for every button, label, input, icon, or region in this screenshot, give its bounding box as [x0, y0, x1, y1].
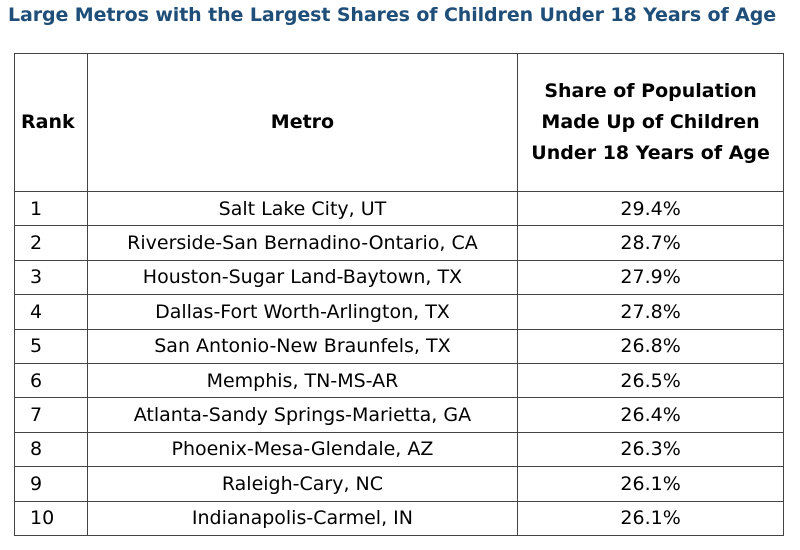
cell-share: 28.7%	[517, 225, 784, 261]
cell-metro: San Antonio-New Braunfels, TX	[86, 328, 519, 364]
cell-rank: 2	[14, 225, 88, 261]
table-row: 5 San Antonio-New Braunfels, TX 26.8%	[14, 328, 784, 364]
header-rank: Rank	[14, 53, 88, 192]
header-share-line3: Under 18 Years of Age	[531, 142, 770, 164]
cell-metro: Salt Lake City, UT	[86, 190, 519, 227]
cell-rank: 1	[14, 190, 88, 227]
table-row: 9 Raleigh-Cary, NC 26.1%	[14, 466, 784, 502]
cell-share: 26.3%	[517, 431, 784, 468]
table-row: 3 Houston-Sugar Land-Baytown, TX 27.9%	[14, 259, 784, 296]
cell-rank: 9	[14, 466, 88, 502]
cell-metro: Memphis, TN-MS-AR	[86, 362, 519, 399]
cell-share: 26.5%	[517, 362, 784, 399]
table-row: 7 Atlanta-Sandy Springs-Marietta, GA 26.…	[14, 397, 784, 433]
cell-rank: 8	[14, 431, 88, 468]
cell-share: 29.4%	[517, 190, 784, 227]
header-metro: Metro	[86, 53, 519, 192]
page-title: Large Metros with the Largest Shares of …	[8, 4, 777, 26]
cell-share: 27.8%	[517, 294, 784, 330]
cell-rank: 6	[14, 362, 88, 399]
cell-share: 26.1%	[517, 466, 784, 502]
cell-rank: 4	[14, 294, 88, 330]
cell-share: 26.1%	[517, 500, 784, 536]
cell-metro: Houston-Sugar Land-Baytown, TX	[86, 259, 519, 296]
table-header-row: Rank Metro Share of Population Made Up of…	[14, 53, 784, 192]
table-row: 4 Dallas-Fort Worth-Arlington, TX 27.8%	[14, 294, 784, 330]
table-row: 10 Indianapolis-Carmel, IN 26.1%	[14, 500, 784, 536]
table-row: 8 Phoenix-Mesa-Glendale, AZ 26.3%	[14, 431, 784, 468]
table-row: 1 Salt Lake City, UT 29.4%	[14, 190, 784, 227]
cell-metro: Indianapolis-Carmel, IN	[86, 500, 519, 536]
header-share-line1: Share of Population	[544, 80, 757, 102]
table-row: 2 Riverside-San Bernadino-Ontario, CA 28…	[14, 225, 784, 261]
header-share: Share of Population Made Up of Children Un…	[517, 53, 784, 192]
table-row: 6 Memphis, TN-MS-AR 26.5%	[14, 362, 784, 399]
cell-rank: 3	[14, 259, 88, 296]
cell-metro: Atlanta-Sandy Springs-Marietta, GA	[86, 397, 519, 433]
header-share-line2: Made Up of Children	[541, 111, 760, 133]
cell-metro: Raleigh-Cary, NC	[86, 466, 519, 502]
cell-share: 26.4%	[517, 397, 784, 433]
cell-metro: Riverside-San Bernadino-Ontario, CA	[86, 225, 519, 261]
cell-share: 27.9%	[517, 259, 784, 296]
cell-metro: Dallas-Fort Worth-Arlington, TX	[86, 294, 519, 330]
metro-ranking-table: Rank Metro Share of Population Made Up of…	[14, 53, 784, 536]
cell-share: 26.8%	[517, 328, 784, 364]
cell-rank: 10	[14, 500, 88, 536]
cell-rank: 7	[14, 397, 88, 433]
cell-rank: 5	[14, 328, 88, 364]
cell-metro: Phoenix-Mesa-Glendale, AZ	[86, 431, 519, 468]
